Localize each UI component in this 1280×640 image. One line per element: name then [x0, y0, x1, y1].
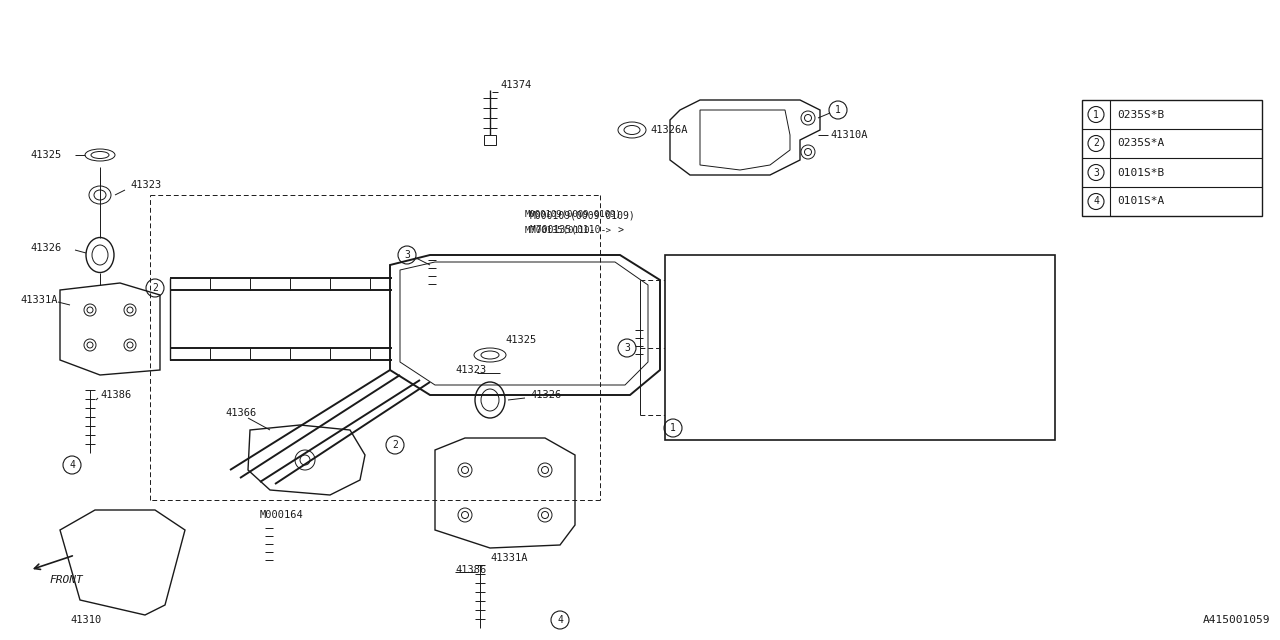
Text: 3: 3: [625, 343, 630, 353]
Text: 41366: 41366: [225, 408, 256, 418]
Text: 41323: 41323: [131, 180, 161, 190]
Text: 41331A: 41331A: [20, 295, 58, 305]
Text: 41326A: 41326A: [650, 125, 687, 135]
Text: 41325: 41325: [29, 150, 61, 160]
Text: 41326: 41326: [530, 390, 561, 400]
Text: 41310: 41310: [70, 615, 101, 625]
Text: M000109(0009-0109): M000109(0009-0109): [525, 211, 622, 220]
Text: 41325: 41325: [506, 335, 536, 345]
Text: <NA>: <NA>: [986, 325, 1009, 335]
Text: 41331C: 41331C: [986, 285, 1023, 295]
Text: M000109(0009-0109): M000109(0009-0109): [530, 210, 636, 220]
Text: 41323: 41323: [454, 365, 486, 375]
Bar: [666, 255, 1055, 440]
Bar: [484, 135, 497, 145]
Text: 0101S*A: 0101S*A: [1117, 196, 1165, 207]
Text: M000164: M000164: [260, 510, 303, 520]
Text: 41386: 41386: [454, 565, 486, 575]
Text: FRONT: FRONT: [50, 575, 83, 585]
Text: 41331D: 41331D: [970, 430, 1007, 440]
Text: 41331: 41331: [815, 375, 846, 385]
Text: 3: 3: [1093, 168, 1100, 177]
Text: M700135(0110-  >: M700135(0110- >: [530, 225, 625, 235]
Text: 1: 1: [1093, 109, 1100, 120]
Text: A415001059: A415001059: [1202, 615, 1270, 625]
Text: 0101S*B: 0101S*B: [1117, 168, 1165, 177]
Text: 1: 1: [835, 105, 841, 115]
Text: 41374: 41374: [500, 80, 531, 90]
Text: <TURBO>: <TURBO>: [815, 390, 856, 400]
Text: 1: 1: [669, 423, 676, 433]
Text: 41326: 41326: [29, 243, 61, 253]
Text: 2: 2: [1093, 138, 1100, 148]
Text: 2: 2: [392, 440, 398, 450]
Text: 3: 3: [404, 250, 410, 260]
Bar: [1082, 100, 1262, 216]
Text: 41386: 41386: [100, 390, 132, 400]
Text: 41331A: 41331A: [490, 553, 527, 563]
Text: 4: 4: [69, 460, 76, 470]
Text: 4: 4: [1093, 196, 1100, 207]
Text: 2: 2: [152, 283, 157, 293]
Text: 4: 4: [557, 615, 563, 625]
Text: 41310A: 41310A: [829, 130, 868, 140]
Text: M700135(0110-  >: M700135(0110- >: [525, 225, 611, 234]
Text: 0235S*B: 0235S*B: [1117, 109, 1165, 120]
Text: 0235S*A: 0235S*A: [1117, 138, 1165, 148]
